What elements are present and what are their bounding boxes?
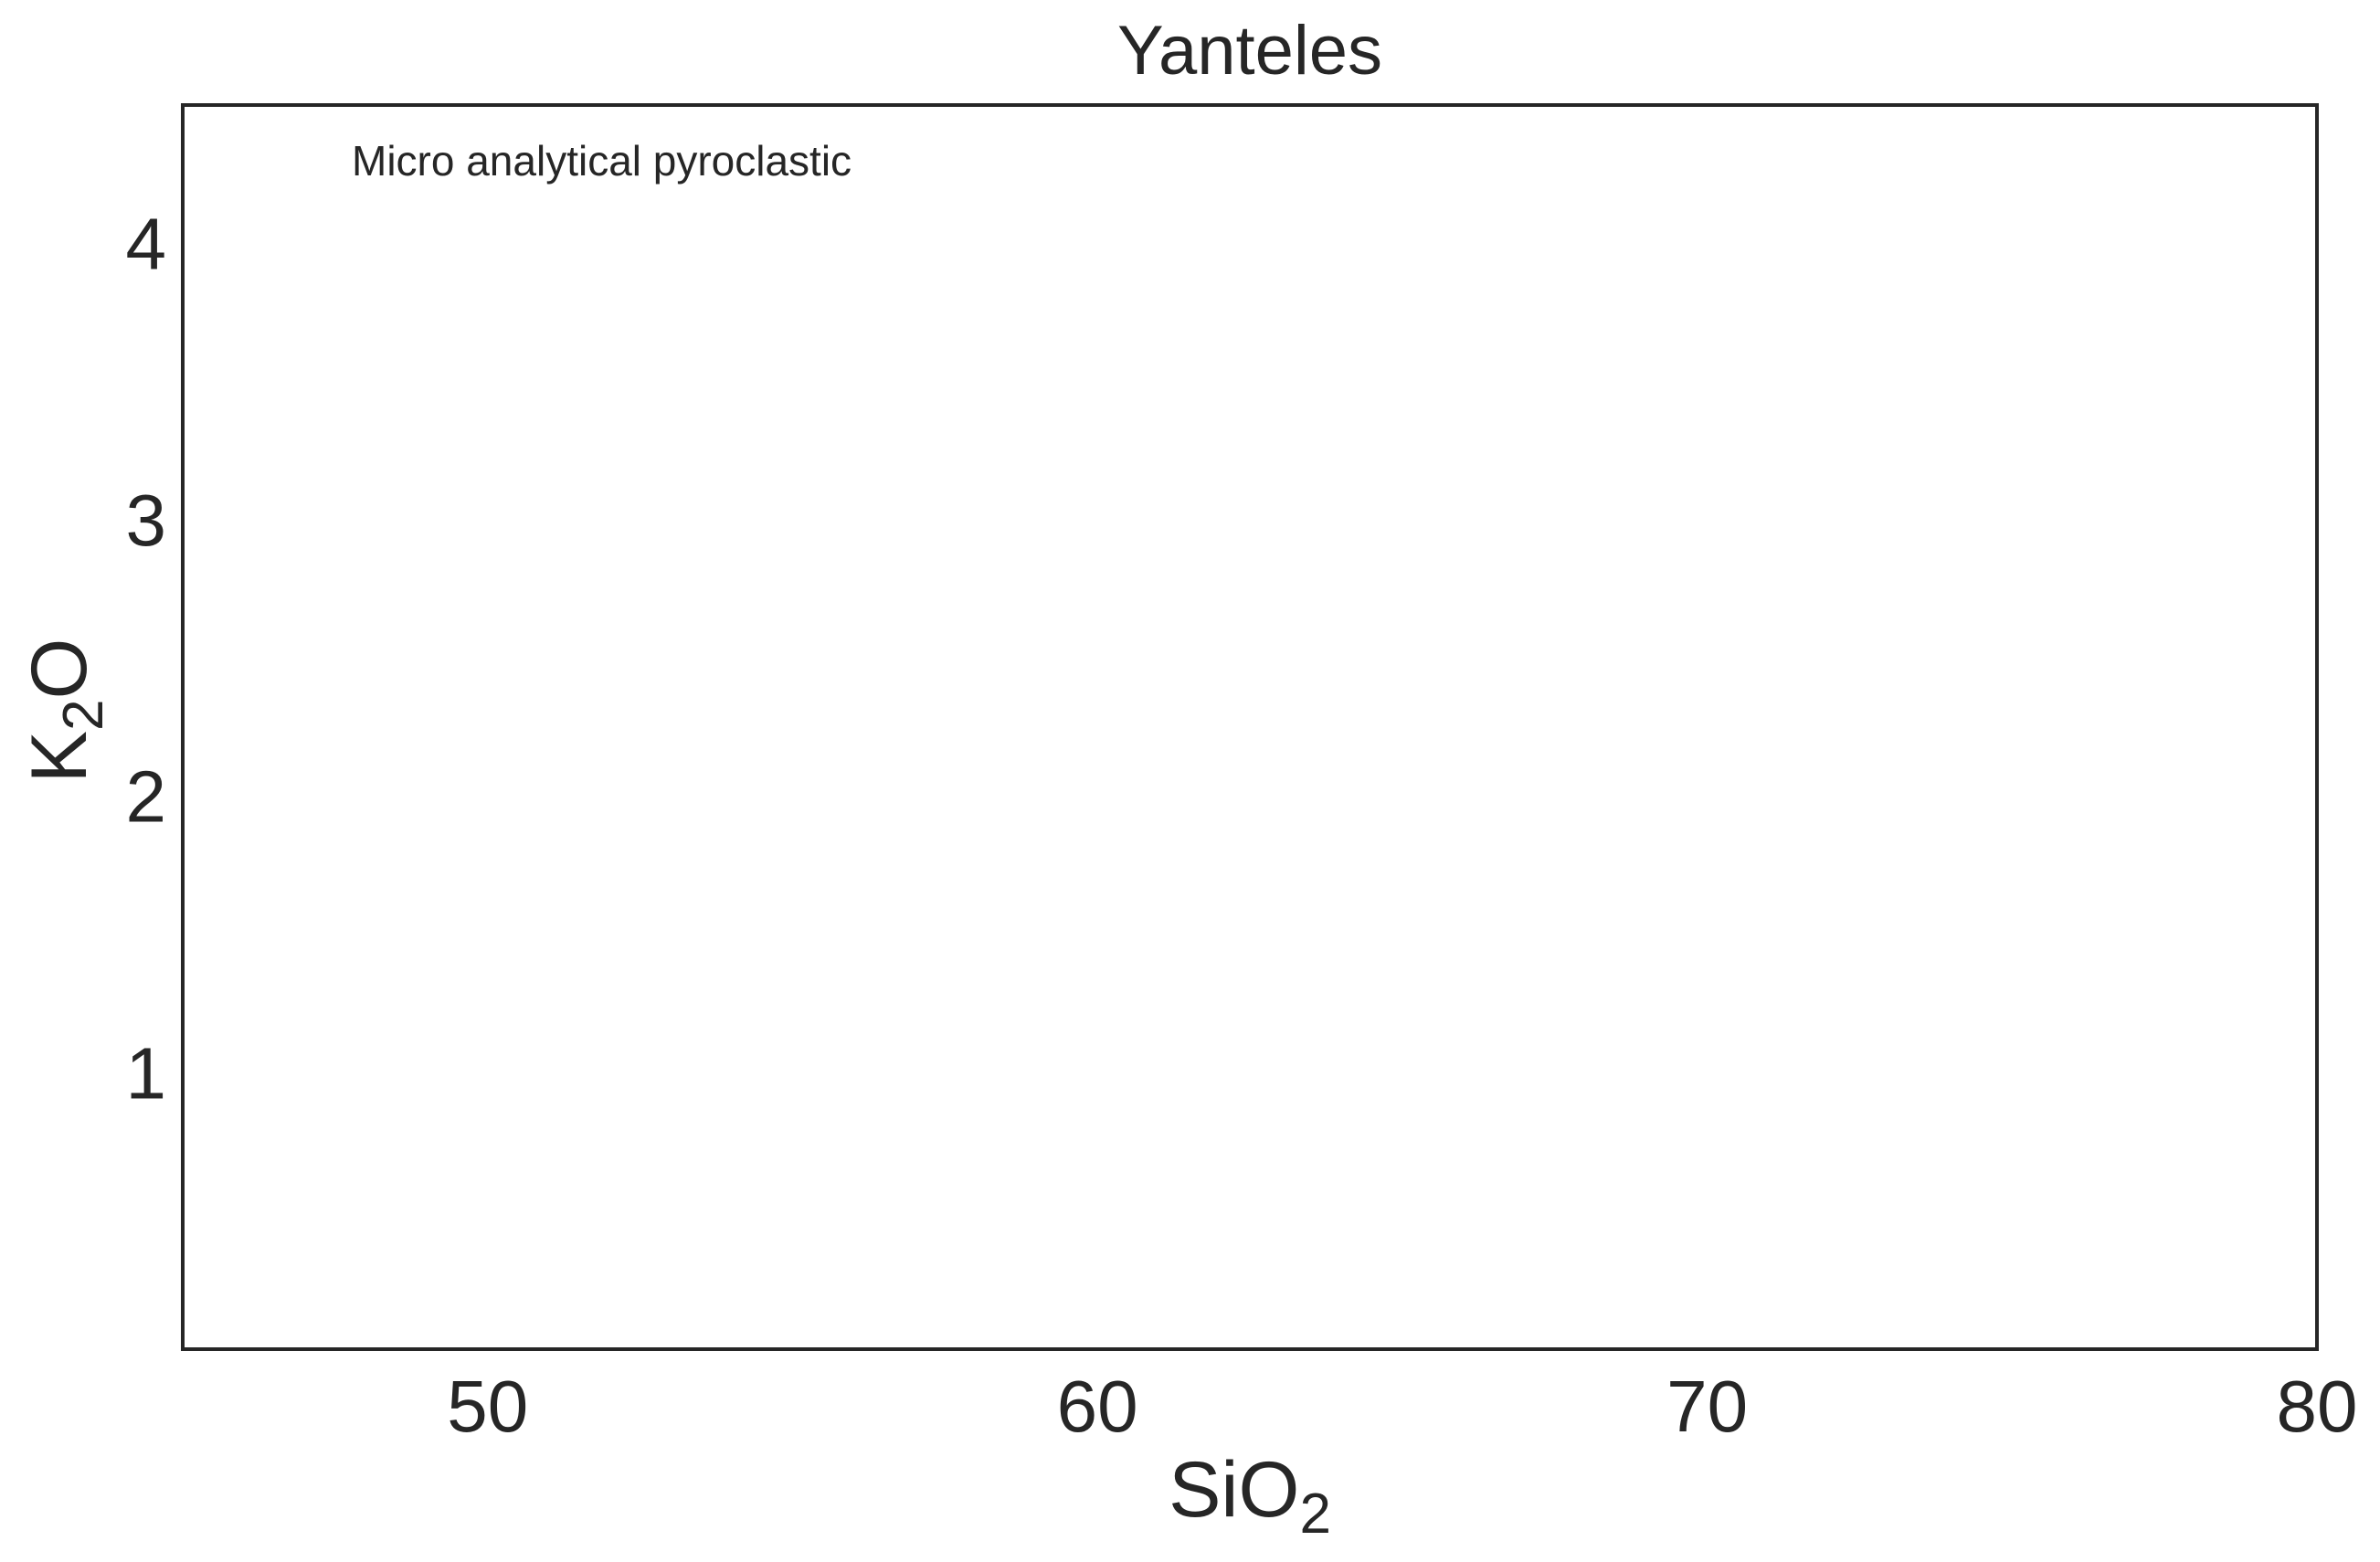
y-tick-label: 2 — [126, 756, 167, 838]
plot-area — [181, 103, 2319, 1351]
y-tick-label: 3 — [126, 480, 167, 561]
plot-frame — [181, 103, 2319, 1351]
x-tick-label: 60 — [1057, 1366, 1138, 1447]
x-axis-label-main: SiO — [1169, 1446, 1299, 1534]
y-axis-label-subscript: 2 — [52, 700, 115, 731]
x-axis-label: SiO2 — [1169, 1446, 1331, 1546]
x-tick-label: 50 — [447, 1366, 528, 1447]
x-tick-label: 80 — [2277, 1366, 2358, 1447]
x-tick-label: 70 — [1666, 1366, 1748, 1447]
x-axis-label-subscript: 2 — [1299, 1483, 1330, 1546]
y-axis-label-tail: O — [16, 639, 103, 700]
chart-title: Yanteles — [1117, 12, 1382, 90]
y-axis-label: K2O — [16, 639, 115, 784]
x-axis-ticks: 50 60 70 80 — [447, 1366, 2357, 1447]
y-axis-ticks: 1 2 3 4 — [126, 203, 167, 1113]
y-tick-label: 1 — [126, 1032, 167, 1113]
y-axis-label-main: K — [16, 731, 103, 783]
y-tick-label: 4 — [126, 203, 167, 284]
chart-annotation: Micro analytical pyroclastic — [352, 137, 852, 185]
